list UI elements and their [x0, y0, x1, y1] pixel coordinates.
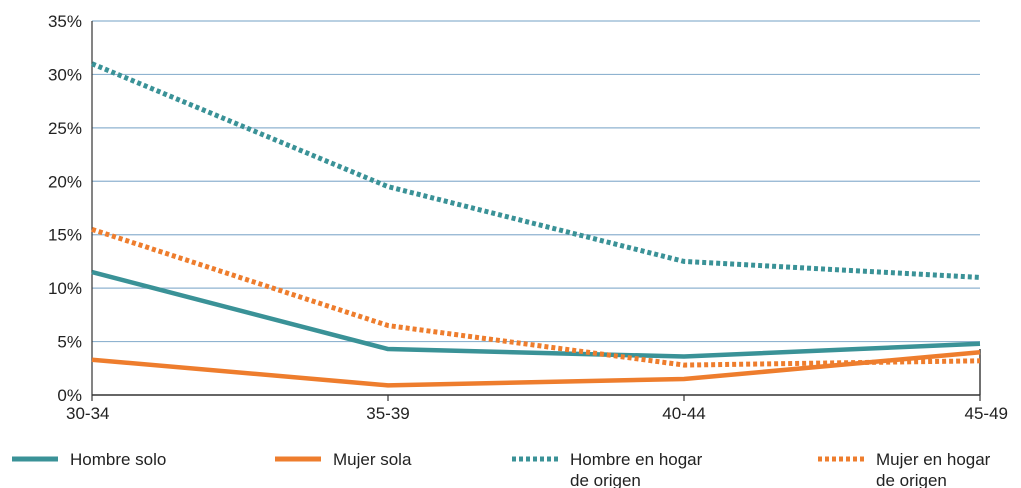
legend-label: Mujer sola	[333, 450, 412, 469]
y-tick-label: 15%	[48, 226, 82, 245]
y-tick-label: 20%	[48, 172, 82, 191]
series-line	[91, 226, 981, 368]
x-tick-label: 40-44	[662, 404, 705, 423]
series-line	[91, 269, 981, 359]
legend-label: de origen	[570, 471, 641, 488]
series-line	[91, 350, 981, 388]
y-tick-label: 35%	[48, 12, 82, 31]
legend-label: Hombre en hogar	[570, 450, 703, 469]
x-tick-label: 30-34	[66, 404, 109, 423]
legend-label: Mujer en hogar	[876, 450, 991, 469]
y-tick-label: 5%	[57, 333, 82, 352]
x-tick-label: 35-39	[366, 404, 409, 423]
series-lines	[91, 61, 981, 388]
x-axis: 30-34 35-39 40-44 45-49	[66, 21, 1008, 423]
series-line	[91, 61, 981, 280]
legend-label: de origen	[876, 471, 947, 488]
y-tick-label: 0%	[57, 386, 82, 405]
y-tick-label: 10%	[48, 279, 82, 298]
y-tick-label: 25%	[48, 119, 82, 138]
legend-label: Hombre solo	[70, 450, 166, 469]
y-axis-ticks: 0% 5% 10% 15% 20% 25% 30% 35%	[48, 12, 82, 405]
gridlines	[92, 20, 980, 343]
x-tick-label: 45-49	[965, 404, 1008, 423]
legend: Hombre solo Mujer sola Hombre en hogar de o…	[12, 450, 991, 488]
y-tick-label: 30%	[48, 65, 82, 84]
